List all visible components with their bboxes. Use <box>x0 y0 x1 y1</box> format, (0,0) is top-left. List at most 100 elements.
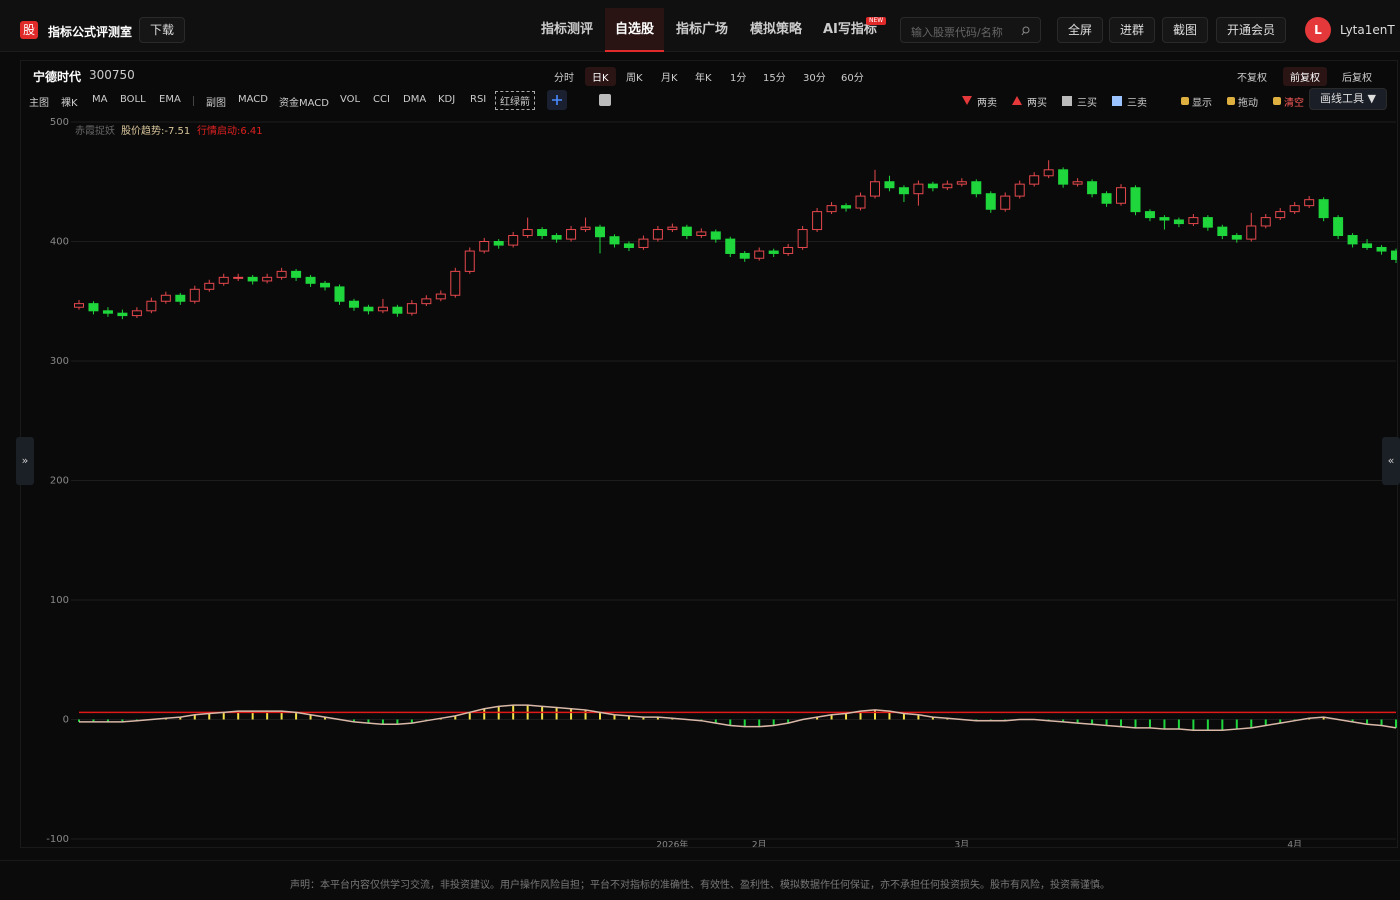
download-button[interactable]: 下载 <box>139 17 186 43</box>
candle-body <box>146 300 157 312</box>
candle-body <box>566 229 577 240</box>
candle-body <box>1000 195 1011 210</box>
sub-indicator[interactable]: CCI <box>373 94 390 105</box>
action-button[interactable]: 全屏 <box>1057 17 1104 43</box>
candle-body <box>1376 246 1387 252</box>
nav-item[interactable]: 指标测评 <box>541 22 594 37</box>
add-button[interactable] <box>547 90 567 110</box>
candle-body <box>102 310 113 314</box>
site-title: 指标公式评测室 <box>48 25 133 39</box>
period-tab[interactable]: 年K <box>695 73 712 84</box>
y-tick-label: 500 <box>50 117 69 128</box>
period-tab[interactable]: 30分 <box>803 73 826 84</box>
candle-body <box>681 226 692 237</box>
period-tab[interactable]: 日K <box>585 67 616 86</box>
main-indicator[interactable]: MA <box>92 94 108 105</box>
period-tab[interactable]: 月K <box>661 73 678 84</box>
candle-body <box>421 298 432 305</box>
candle-body <box>841 205 852 209</box>
adjust-tab[interactable]: 后复权 <box>1342 73 1372 84</box>
period-tab[interactable]: 15分 <box>763 73 786 84</box>
candle-body <box>175 294 186 302</box>
period-tab[interactable]: 60分 <box>841 73 864 84</box>
sub-indicator[interactable]: DMA <box>403 94 427 105</box>
legend-item: 行情启动:6.41 <box>197 124 263 137</box>
left-collapse[interactable]: » <box>16 437 34 485</box>
chart-panel: 宁德时代 300750 分时 日K 周K 月K 年K 1分 15分 30分 60分 不复权 前复权 后… <box>20 60 1398 848</box>
candle-body <box>898 187 909 195</box>
candle-body <box>855 195 866 209</box>
signal-icon[interactable] <box>1111 95 1123 110</box>
control-button[interactable]: 拖动 <box>1238 98 1258 109</box>
action-button[interactable]: 进群 <box>1109 17 1156 43</box>
candle-body <box>74 303 84 308</box>
right-collapse[interactable]: « <box>1382 437 1400 485</box>
candle-body <box>406 303 417 314</box>
nav-item[interactable]: 模拟策略 <box>750 22 803 37</box>
main-indicator[interactable]: BOLL <box>120 94 146 105</box>
candle-body <box>956 181 967 185</box>
save-button[interactable] <box>599 94 611 106</box>
signal-button[interactable]: 三买 <box>1077 98 1097 109</box>
separator <box>193 96 194 106</box>
candle-body <box>276 270 287 278</box>
draw-tool[interactable]: 画线工具 ▼ <box>1309 88 1387 110</box>
period-tab[interactable]: 周K <box>626 73 643 84</box>
selected-indicator[interactable]: 红绿箭 <box>495 91 535 110</box>
candle-body <box>479 241 490 252</box>
period-tab[interactable]: 分时 <box>554 73 574 84</box>
main-indicator[interactable]: 主图 <box>29 98 49 109</box>
candle-body <box>450 270 461 296</box>
search-box[interactable]: 输入股票代码/名称 <box>900 17 1041 43</box>
signal-icon[interactable] <box>961 95 973 110</box>
main-indicator[interactable]: EMA <box>159 94 181 105</box>
control-icon[interactable] <box>1273 97 1281 105</box>
candle-body <box>537 229 548 237</box>
y-tick-label: 0 <box>63 715 69 726</box>
sub-indicator[interactable]: RSI <box>470 94 487 105</box>
user-name[interactable]: Lyta1enT <box>1340 23 1395 37</box>
candle-body <box>435 293 446 300</box>
sub-indicator[interactable]: MACD <box>238 94 268 105</box>
avatar[interactable]: L <box>1305 17 1331 43</box>
action-button[interactable]: 截图 <box>1162 17 1209 43</box>
adjust-tab[interactable]: 前复权 <box>1283 67 1327 86</box>
signal-icon[interactable] <box>1061 95 1073 110</box>
nav-item[interactable]: 指标广场 <box>676 22 729 37</box>
candle-body <box>797 229 808 248</box>
candle-body <box>334 286 345 302</box>
control-button[interactable]: 显示 <box>1192 98 1212 109</box>
candle-body <box>1116 187 1127 204</box>
control-button[interactable]: 清空 <box>1284 98 1304 109</box>
control-icon[interactable] <box>1181 97 1189 105</box>
candle-body <box>377 306 388 312</box>
nav-item[interactable]: 自选股 <box>605 8 665 52</box>
candle-body <box>247 276 258 282</box>
main-indicator[interactable]: 裸K <box>61 98 78 109</box>
signal-button[interactable]: 两买 <box>1027 98 1047 109</box>
candle-body <box>1087 181 1098 195</box>
candle-body <box>595 226 606 238</box>
candle-body <box>869 181 880 197</box>
candle-body <box>1318 199 1329 219</box>
control-icon[interactable] <box>1227 97 1235 105</box>
action-button[interactable]: 开通会员 <box>1216 17 1287 43</box>
signal-button[interactable]: 三卖 <box>1127 98 1147 109</box>
period-tab[interactable]: 1分 <box>730 73 747 84</box>
candle-body <box>1130 187 1141 213</box>
signal-button[interactable]: 两卖 <box>977 98 997 109</box>
logo[interactable]: 股 <box>20 21 38 39</box>
sub-indicator[interactable]: 资金MACD <box>279 98 329 109</box>
candle-body <box>551 235 562 240</box>
sub-indicator[interactable]: VOL <box>340 94 361 105</box>
candle-body <box>160 294 171 302</box>
candle-body <box>623 243 634 248</box>
sub-indicator[interactable]: KDJ <box>438 94 456 105</box>
signal-icon[interactable] <box>1011 95 1023 110</box>
sub-indicator[interactable]: 副图 <box>206 98 226 109</box>
header: 股 指标公式评测室 下载 指标测评 自选股 指标广场 模拟策略 AI写指标 NEW 输入… <box>0 0 1400 52</box>
nav-item[interactable]: AI写指标 <box>823 22 877 37</box>
adjust-tab[interactable]: 不复权 <box>1237 73 1267 84</box>
candle-body <box>508 235 519 246</box>
search-icon <box>1021 26 1030 36</box>
